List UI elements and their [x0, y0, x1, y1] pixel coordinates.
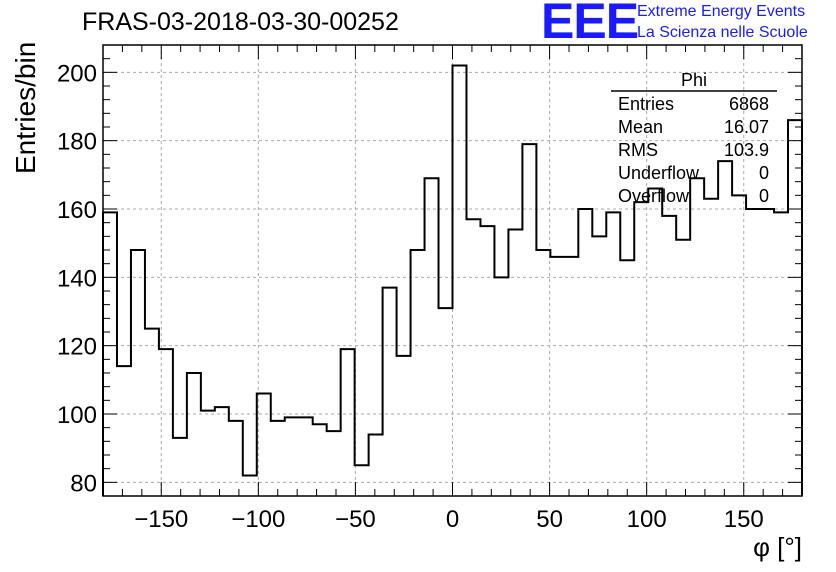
brand-line-1: Extreme Energy Events [637, 3, 806, 20]
histogram-bin [341, 349, 355, 496]
histogram-bin [439, 308, 453, 496]
stats-box-title: Phi [681, 70, 707, 90]
histogram-bin [201, 411, 215, 496]
histogram-bin [425, 178, 439, 496]
chart-title: FRAS-03-2018-03-30-00252 [82, 8, 399, 36]
histogram-bin [257, 394, 271, 497]
stats-row-value: 103.9 [724, 140, 769, 160]
y-tick-label: 160 [57, 197, 97, 224]
histogram-bin [522, 144, 536, 496]
y-tick-label: 100 [57, 402, 97, 429]
histogram-bin [718, 161, 732, 496]
histogram-bin [648, 189, 662, 497]
x-tick-label: −100 [231, 506, 285, 533]
stats-row-label: Mean [618, 117, 663, 137]
stats-row-value: 0 [759, 163, 769, 183]
y-tick-label: 200 [57, 60, 97, 87]
histogram-bin [760, 209, 774, 496]
x-axis-label: φ [°] [753, 532, 802, 562]
histogram-bin [634, 202, 648, 496]
histogram-bin [592, 236, 606, 496]
y-tick-label: 80 [70, 470, 97, 497]
x-tick-label: −50 [335, 506, 376, 533]
x-tick-label: 100 [627, 506, 667, 533]
histogram-bin [746, 209, 760, 496]
stats-row-label: RMS [618, 140, 658, 160]
x-tick-label: 50 [536, 506, 563, 533]
histogram-bin [355, 465, 369, 496]
y-tick-label: 140 [57, 265, 97, 292]
histogram-bin [466, 219, 480, 496]
histogram-bin [117, 366, 131, 496]
stats-row-value: 0 [759, 186, 769, 206]
histogram-bin [774, 212, 788, 496]
histogram-bin [327, 431, 341, 496]
x-tick-label: −150 [134, 506, 188, 533]
histogram-bin [411, 250, 425, 496]
histogram-bin [494, 277, 508, 496]
histogram-bin [285, 417, 299, 496]
histogram-bin [536, 250, 550, 496]
histogram-bin [187, 373, 201, 496]
histogram-bin [397, 356, 411, 496]
histogram-bin [271, 421, 285, 496]
histogram-bin [606, 212, 620, 496]
stats-row-value: 16.07 [724, 117, 769, 137]
eee-logo: EEE [541, 0, 639, 49]
brand-line-2: La Scienza nelle Scuole [637, 24, 808, 41]
histogram-bin [173, 438, 187, 496]
histogram-bin [480, 226, 494, 496]
histogram-bin [550, 257, 564, 496]
stats-row-label: Underflow [618, 163, 700, 183]
histogram-bin [383, 288, 397, 496]
histogram-bin [243, 476, 257, 497]
histogram-bin [103, 212, 117, 496]
histogram-bin [662, 216, 676, 496]
histogram-bin [578, 209, 592, 496]
x-tick-label: 0 [446, 506, 459, 533]
histogram-bin [620, 260, 634, 496]
histogram-bin [131, 250, 145, 496]
histogram-bin [690, 178, 704, 496]
y-tick-label: 120 [57, 334, 97, 361]
histogram-bin [145, 329, 159, 496]
histogram-bin [299, 417, 313, 496]
stats-row-label: Overflow [618, 186, 690, 206]
stats-row-value: 6868 [729, 94, 769, 114]
histogram-bin [508, 230, 522, 497]
histogram-bin [229, 421, 243, 496]
histogram-bin [313, 424, 327, 496]
histogram-bin [788, 120, 802, 496]
histogram-outline [102, 64, 803, 496]
histogram-bin [676, 240, 690, 496]
x-tick-label: 150 [724, 506, 764, 533]
histogram-bin [453, 66, 467, 497]
histogram-bin [215, 407, 229, 496]
y-tick-label: 180 [57, 129, 97, 156]
histogram-bin [564, 257, 578, 496]
histogram-bin [369, 435, 383, 497]
stats-row-label: Entries [618, 94, 674, 114]
histogram-bin [704, 199, 718, 496]
